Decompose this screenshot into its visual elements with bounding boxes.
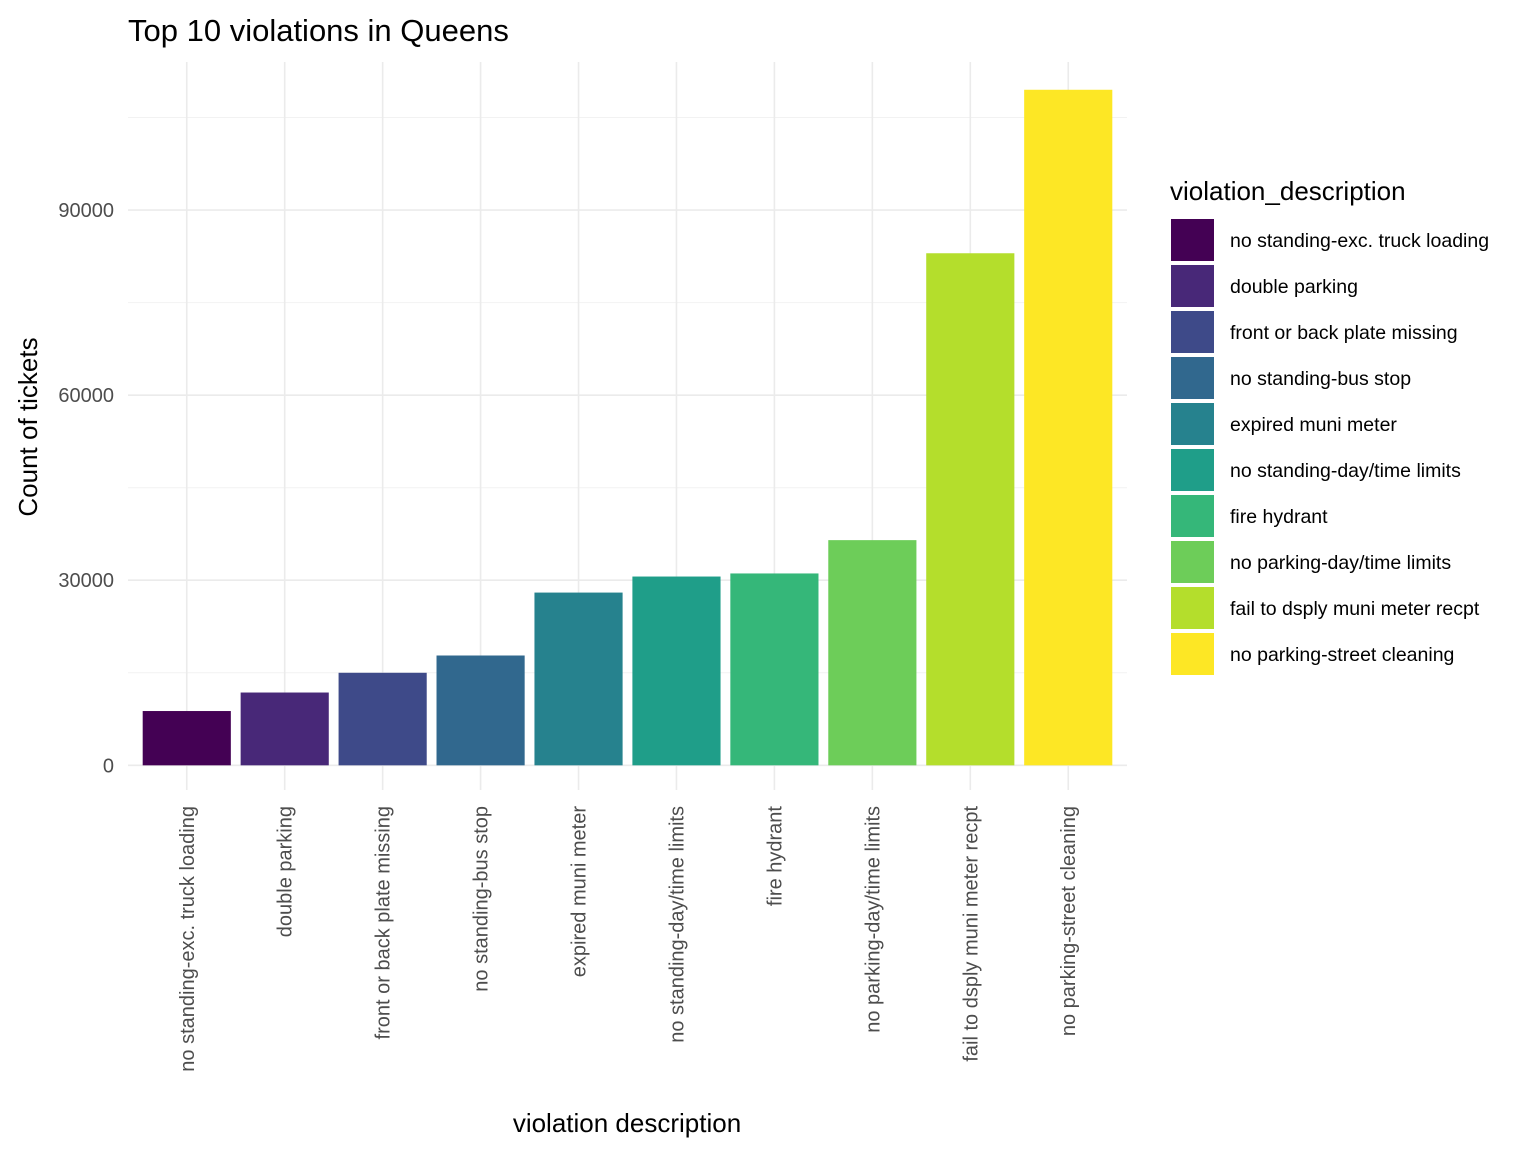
bar xyxy=(240,692,329,766)
legend-label: fail to dsply muni meter recpt xyxy=(1230,598,1480,620)
bar xyxy=(632,576,721,766)
x-axis-ticks: no standing-exc. truck loading double par… xyxy=(177,806,1080,1072)
y-tick-label: 90000 xyxy=(58,200,114,222)
x-axis-title: violation description xyxy=(513,1108,741,1138)
y-tick-label: 30000 xyxy=(58,570,114,592)
x-tick-label: no standing-bus stop xyxy=(471,806,493,992)
legend-key xyxy=(1171,633,1214,675)
legend-label: front or back plate missing xyxy=(1230,322,1458,344)
x-tick-label: front or back plate missing xyxy=(373,806,395,1039)
y-axis-ticks: 0 30000 60000 90000 xyxy=(58,200,114,777)
x-tick-label: fail to dsply muni meter recpt xyxy=(960,806,982,1062)
x-tick-label: fire hydrant xyxy=(764,806,786,906)
bars xyxy=(142,89,1113,766)
bar xyxy=(828,540,917,766)
legend-label: no standing-day/time limits xyxy=(1230,460,1461,482)
y-axis-title: Count of tickets xyxy=(13,337,43,516)
legend-label: no parking-day/time limits xyxy=(1230,552,1451,574)
legend-label: no standing-exc. truck loading xyxy=(1230,230,1489,252)
legend-key xyxy=(1171,311,1214,353)
legend-key xyxy=(1171,541,1214,583)
legend-label: double parking xyxy=(1230,276,1358,298)
bar xyxy=(534,592,623,766)
x-tick-label: no parking-street cleaning xyxy=(1058,806,1080,1036)
bar xyxy=(1024,89,1113,766)
x-tick-label: no standing-exc. truck loading xyxy=(177,806,199,1072)
legend-label: no parking-street cleaning xyxy=(1230,644,1454,666)
y-tick-label: 60000 xyxy=(58,385,114,407)
legend-key xyxy=(1171,219,1214,261)
x-tick-label: expired muni meter xyxy=(569,806,591,978)
legend: violation_description no standing-exc. t… xyxy=(1170,176,1489,675)
bar xyxy=(338,672,427,766)
x-tick-label: no parking-day/time limits xyxy=(862,806,884,1033)
chart-title: Top 10 violations in Queens xyxy=(128,13,509,48)
legend-key xyxy=(1171,587,1214,629)
y-tick-label: 0 xyxy=(103,755,114,777)
legend-key xyxy=(1171,449,1214,491)
legend-key xyxy=(1171,265,1214,307)
legend-label: fire hydrant xyxy=(1230,506,1328,528)
legend-label: expired muni meter xyxy=(1230,414,1397,436)
legend-key xyxy=(1171,357,1214,399)
legend-key xyxy=(1171,495,1214,537)
bar xyxy=(142,711,231,766)
x-tick-label: no standing-day/time limits xyxy=(666,806,688,1043)
x-tick-label: double parking xyxy=(275,806,297,937)
legend-title: violation_description xyxy=(1170,176,1406,206)
bar xyxy=(436,655,525,766)
bar xyxy=(926,253,1015,766)
bar xyxy=(730,573,819,766)
legend-label: no standing-bus stop xyxy=(1230,368,1411,390)
legend-key xyxy=(1171,403,1214,445)
